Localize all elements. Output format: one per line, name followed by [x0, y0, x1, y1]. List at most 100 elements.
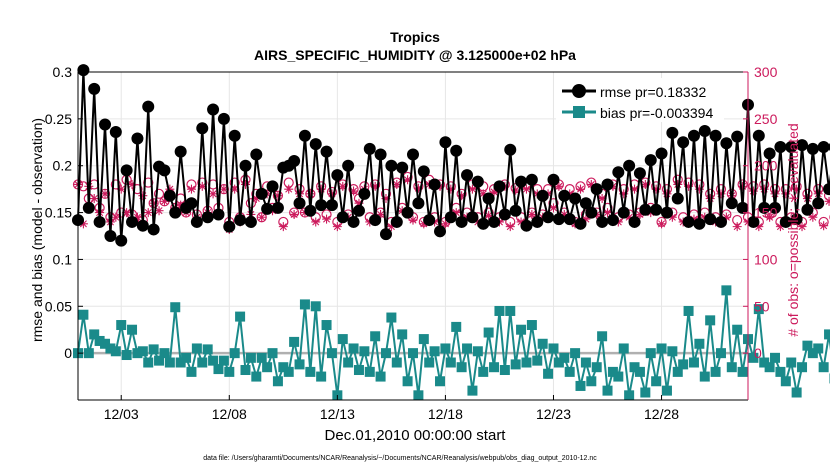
rmse-point: [428, 178, 441, 191]
obs-evaluated-star: [505, 222, 515, 232]
obs-evaluated-marker: [554, 181, 564, 191]
rmse-point: [812, 197, 825, 210]
obs-evaluated-marker: [376, 209, 386, 219]
rmse-point: [407, 148, 419, 161]
rmse-point: [163, 189, 176, 202]
obs-evaluated-marker: [619, 189, 629, 199]
left-tick-label: 0.15: [45, 205, 72, 221]
rmse-point: [228, 129, 241, 142]
bias-point: [127, 324, 138, 335]
obs-evaluated-marker: [646, 208, 656, 218]
obs-evaluated-marker: [143, 208, 153, 218]
obs-evaluated-marker: [657, 219, 667, 229]
bias-point: [759, 357, 770, 368]
bias-point: [715, 348, 726, 359]
bias-point: [364, 366, 375, 377]
rmse-point: [271, 201, 284, 214]
rmse-point: [531, 215, 544, 228]
bias-point: [186, 366, 197, 377]
left-tick-label: 0.25: [45, 111, 72, 127]
bias-point: [283, 366, 294, 377]
obs-evaluated-star: [586, 179, 596, 189]
bias-point: [483, 327, 494, 338]
rmse-point: [482, 192, 495, 205]
bias-point: [634, 366, 645, 377]
bias-point: [661, 385, 672, 396]
rmse-point: [288, 155, 301, 168]
bias-point: [505, 305, 516, 316]
rmse-point: [325, 199, 338, 212]
obs-evaluated-marker: [111, 212, 121, 222]
obs-evaluated-star: [100, 189, 110, 199]
rmse-point: [309, 138, 322, 151]
chart-subtitle: AIRS_SPECIFIC_HUMIDITY @ 3.125000e+02 hP…: [254, 47, 576, 63]
legend-bias-label: bias pr=-0.003394: [600, 105, 713, 121]
obs-evaluated-marker: [138, 191, 148, 201]
rmse-point: [120, 164, 133, 177]
rmse-point: [466, 211, 479, 224]
bias-point: [580, 357, 591, 368]
obs-evaluated-marker: [597, 194, 607, 204]
obs-evaluated-star: [516, 217, 526, 227]
bias-point: [391, 357, 402, 368]
obs-evaluated-marker: [219, 184, 229, 194]
rmse-point: [817, 140, 830, 153]
rmse-point: [650, 203, 663, 216]
obs-evaluated-marker: [775, 222, 785, 232]
obs-evaluated-star: [651, 184, 661, 194]
left-tick-label: 0.1: [53, 251, 73, 267]
bias-point: [575, 380, 586, 391]
bias-point: [526, 320, 537, 331]
rmse-point: [601, 178, 614, 191]
bias-point: [440, 343, 451, 354]
rmse-point: [552, 213, 565, 226]
bias-point: [121, 350, 132, 361]
bias-point: [159, 348, 170, 359]
obs-possible-marker: [143, 177, 154, 188]
bias-point: [618, 343, 629, 354]
obs-evaluated-marker: [316, 184, 326, 194]
rmse-point: [493, 180, 506, 193]
obs-possible-marker: [110, 179, 121, 190]
obs-evaluated-marker: [559, 209, 569, 219]
bias-point: [710, 366, 721, 377]
obs-evaluated-star: [316, 184, 326, 194]
rmse-point: [293, 197, 306, 210]
obs-series-layer: [72, 171, 830, 234]
bias-point: [305, 366, 316, 377]
rmse-point: [504, 143, 517, 156]
rmse-point: [796, 139, 809, 152]
bias-point: [462, 343, 473, 354]
obs-evaluated-star: [646, 208, 656, 218]
rmse-point: [88, 82, 101, 95]
rmse-point: [785, 140, 798, 153]
right-tick-label: 250: [754, 111, 778, 127]
obs-evaluated-marker: [100, 189, 110, 199]
obs-evaluated-marker: [705, 194, 715, 204]
obs-evaluated-marker: [527, 209, 537, 219]
obs-evaluated-star: [305, 189, 315, 199]
obs-evaluated-marker: [721, 212, 731, 222]
bias-point: [683, 305, 694, 316]
rmse-point: [590, 183, 603, 196]
obs-evaluated-star: [354, 198, 364, 208]
obs-evaluated-star: [559, 209, 569, 219]
obs-evaluated-marker: [440, 219, 450, 229]
obs-evaluated-marker: [770, 189, 780, 199]
bias-point: [802, 340, 813, 351]
y-axis-label-left: rmse and bias (model - observation): [29, 118, 45, 342]
obs-evaluated-star: [403, 175, 413, 185]
x-axis-label: Dec.01,2010 00:00:00 start: [325, 427, 507, 444]
bias-point: [397, 329, 408, 340]
obs-evaluated-marker: [349, 186, 359, 196]
obs-evaluated-marker: [89, 194, 99, 204]
bias-point: [337, 334, 348, 345]
x-tick-label: 12/13: [320, 406, 355, 422]
obs-evaluated-marker: [662, 189, 672, 199]
rmse-point: [774, 140, 787, 153]
rmse-point: [671, 192, 684, 205]
bias-point: [813, 343, 824, 354]
rmse-point: [358, 187, 371, 200]
bias-point: [748, 352, 759, 363]
bias-point: [110, 346, 121, 357]
